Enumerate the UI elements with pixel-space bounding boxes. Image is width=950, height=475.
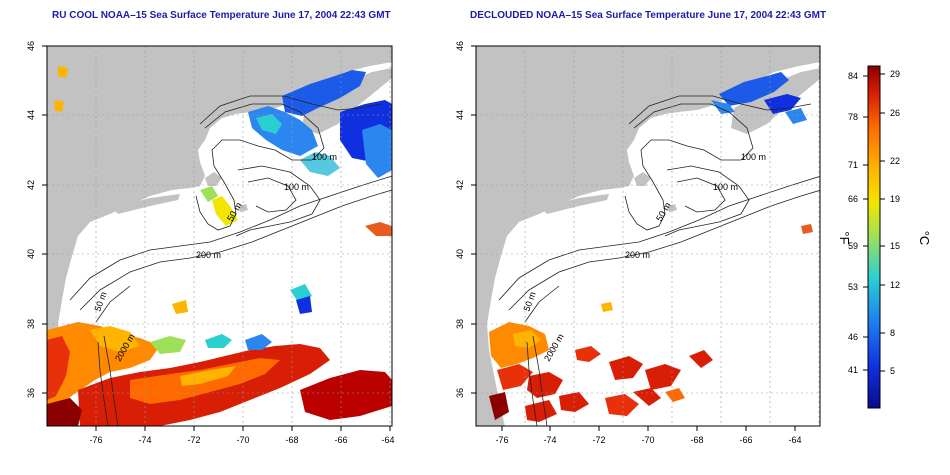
bathymetry-contours-right <box>498 95 820 426</box>
x-tick-label: -68 <box>690 435 703 445</box>
celsius-tick: 5 <box>890 366 895 376</box>
x-tick-label: -70 <box>236 435 249 445</box>
panel-right-map: 100 m 100 m 50 m 200 m 50 m 2000 m -76 -… <box>455 41 821 445</box>
x-tick-label: -72 <box>592 435 605 445</box>
contour-label: 100 m <box>741 152 766 162</box>
y-tick-label: 42 <box>26 180 36 190</box>
fahrenheit-tick-labels: 84 78 71 66 59 53 46 41 <box>848 71 858 375</box>
colorbar-gradient <box>867 65 881 409</box>
x-tick-labels-right: -76 -74 -72 -70 -68 -66 -64 <box>495 435 801 445</box>
celsius-tick: 12 <box>890 280 900 290</box>
x-tick-label: -66 <box>739 435 752 445</box>
panel-left-map: 100 m 100 m 50 m 200 m 50 m 2000 m -76 -… <box>26 41 395 445</box>
celsius-tick: 26 <box>890 108 900 118</box>
x-tick-label: -76 <box>495 435 508 445</box>
x-tick-label: -76 <box>89 435 102 445</box>
x-tick-label: -64 <box>788 435 801 445</box>
colorbar: 84 78 71 66 59 53 46 41 29 26 22 19 15 1… <box>837 65 932 409</box>
fahrenheit-tick: 84 <box>848 71 858 81</box>
y-tick-label: 46 <box>455 41 465 51</box>
celsius-tick: 15 <box>890 241 900 251</box>
cape-cod <box>205 172 222 186</box>
celsius-axis-label: °C <box>917 231 932 246</box>
y-tick-label: 38 <box>455 319 465 329</box>
fahrenheit-tick: 41 <box>848 365 858 375</box>
contour-label: 200 m <box>196 250 221 260</box>
panel-left-title: RU COOL NOAA–15 Sea Surface Temperature … <box>52 10 391 21</box>
long-island <box>112 194 180 214</box>
graticule-right <box>476 46 820 426</box>
y-tick-label: 36 <box>26 388 36 398</box>
sst-data-left <box>47 66 392 426</box>
panel-frame <box>46 45 393 427</box>
y-tick-label: 40 <box>455 249 465 259</box>
celsius-tick: 8 <box>890 328 895 338</box>
fahrenheit-tick: 71 <box>848 160 858 170</box>
x-tick-label: -72 <box>187 435 200 445</box>
contour-label: 200 m <box>625 250 650 260</box>
fahrenheit-axis-label: °F <box>837 231 852 244</box>
land-mass <box>47 46 392 426</box>
long-island <box>541 194 609 214</box>
y-tick-label: 44 <box>26 110 36 120</box>
fahrenheit-tick: 78 <box>848 112 858 122</box>
axis-ticks-left <box>42 45 391 431</box>
graticule-left <box>47 46 392 426</box>
y-tick-label: 38 <box>26 319 36 329</box>
celsius-tick: 22 <box>890 156 900 166</box>
x-tick-label: -66 <box>334 435 347 445</box>
y-tick-labels-right: 46 44 42 40 38 36 <box>455 41 465 398</box>
x-tick-label: -74 <box>138 435 151 445</box>
fahrenheit-tick: 66 <box>848 194 858 204</box>
celsius-tick-labels: 29 26 22 19 15 12 8 5 <box>890 69 900 376</box>
contour-label: 100 m <box>284 182 309 192</box>
celsius-tick: 19 <box>890 194 900 204</box>
x-tick-labels-left: -76 -74 -72 -70 -68 -66 -64 <box>89 435 394 445</box>
x-tick-label: -74 <box>543 435 556 445</box>
contour-label: 100 m <box>713 182 738 192</box>
y-tick-label: 46 <box>26 41 36 51</box>
y-tick-label: 44 <box>455 110 465 120</box>
y-tick-label: 36 <box>455 388 465 398</box>
axis-ticks-right <box>471 45 796 431</box>
celsius-tick: 29 <box>890 69 900 79</box>
y-tick-label: 40 <box>26 249 36 259</box>
land-mass <box>476 46 820 426</box>
nova-scotia <box>302 68 392 134</box>
y-tick-labels-left: 46 44 42 40 38 36 <box>26 41 36 398</box>
x-tick-label: -68 <box>285 435 298 445</box>
contour-label: 100 m <box>312 152 337 162</box>
y-tick-label: 42 <box>455 180 465 190</box>
bathymetry-contours-left <box>69 95 392 426</box>
panel-right-title: DECLOUDED NOAA–15 Sea Surface Temperatur… <box>470 10 827 21</box>
x-tick-label: -70 <box>641 435 654 445</box>
cape-cod <box>634 172 651 186</box>
fahrenheit-tick: 53 <box>848 282 858 292</box>
fahrenheit-tick: 46 <box>848 332 858 342</box>
fahrenheit-tick: 59 <box>848 241 858 251</box>
x-tick-label: -64 <box>381 435 394 445</box>
colorbar-ticks <box>863 73 885 372</box>
